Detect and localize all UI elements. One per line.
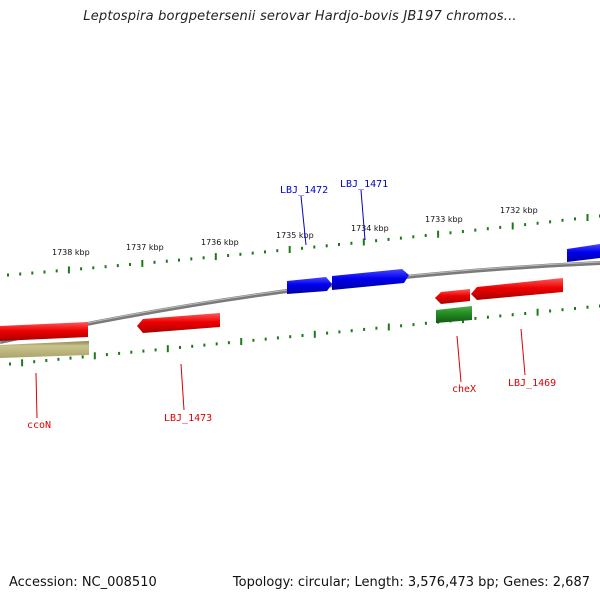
gene-lbj1472-arrow[interactable] — [287, 277, 332, 294]
leader-lbj1473 — [180, 363, 185, 411]
chromosome-backbone — [0, 261, 600, 344]
feature-khaki-bar[interactable] — [0, 341, 89, 358]
gene-label-lbj1471[interactable]: LBJ_1471 — [340, 179, 388, 190]
upper-tick-track — [7, 214, 600, 277]
leader-lbj1472 — [300, 195, 307, 246]
scale-label-1735: 1735 kbp — [276, 231, 314, 240]
gene-lbj1471-arrow[interactable] — [332, 269, 409, 290]
gene-label-lbj1472[interactable]: LBJ_1472 — [280, 185, 328, 196]
scale-label-1732: 1732 kbp — [500, 206, 538, 215]
scale-label-1733: 1733 kbp — [425, 215, 463, 224]
scale-label-1738: 1738 kbp — [52, 248, 90, 257]
leader-ccon — [35, 372, 38, 419]
map-title: Leptospira borgpetersenii serovar Hardjo… — [83, 9, 517, 24]
gene-lbj1469-arrow[interactable] — [471, 278, 563, 300]
gene-label-lbj1469[interactable]: LBJ_1469 — [508, 378, 556, 389]
chromosome-backbone-highlight — [0, 261, 600, 342]
accession-text: Accession: NC_008510 — [9, 575, 157, 590]
gene-label-lbj1473[interactable]: LBJ_1473 — [164, 413, 212, 424]
gene-right-edge-arrow[interactable] — [567, 244, 600, 262]
gene-label-chex[interactable]: cheX — [452, 384, 476, 395]
leader-lbj1471 — [360, 189, 366, 241]
scale-label-1736: 1736 kbp — [201, 238, 239, 247]
topology-text: Topology: circular; Length: 3,576,473 bp… — [232, 575, 590, 590]
gene-label-ccon[interactable]: ccoN — [27, 420, 51, 431]
scale-label-1734: 1734 kbp — [351, 224, 389, 233]
gene-lbj1473-arrow[interactable] — [137, 313, 220, 333]
scale-label-1737: 1737 kbp — [126, 243, 164, 252]
gene-chex-arrow[interactable] — [435, 289, 470, 304]
feature-green-bar[interactable] — [436, 306, 472, 323]
leader-chex — [456, 335, 462, 383]
lower-tick-track — [9, 304, 600, 367]
leader-lbj1469 — [520, 328, 526, 376]
gene-ccon-arrow[interactable] — [0, 322, 88, 341]
